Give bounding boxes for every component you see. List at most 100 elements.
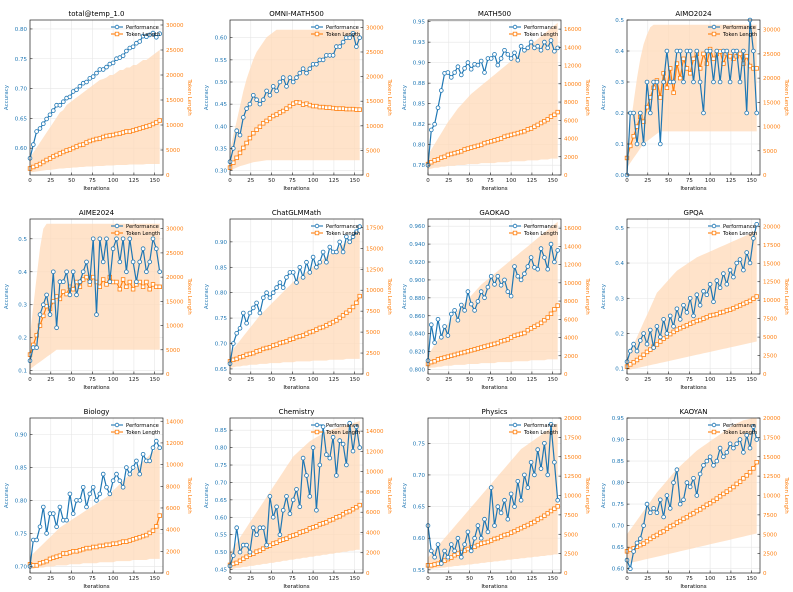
legend-token-label: Token Length — [523, 430, 558, 436]
performance-point — [542, 255, 547, 260]
performance-point — [280, 507, 286, 513]
performance-point — [465, 289, 471, 294]
token-length-point — [144, 279, 149, 285]
performance-point — [134, 279, 139, 285]
performance-point — [47, 312, 53, 317]
performance-point — [498, 510, 504, 516]
y2-tick-label: 10000 — [763, 298, 781, 304]
token-length-point — [542, 317, 547, 323]
x-axis-label: Iterations — [83, 385, 109, 391]
performance-point — [254, 532, 259, 537]
performance-point — [97, 491, 103, 497]
legend-performance-marker — [314, 422, 320, 428]
performance-point — [324, 452, 329, 457]
token-length-point — [714, 496, 719, 501]
y-tick-label: 0.85 — [215, 428, 228, 434]
token-length-point — [120, 277, 126, 282]
performance-point — [34, 129, 39, 134]
performance-point — [287, 511, 293, 517]
performance-point — [157, 31, 163, 37]
token-length-point — [711, 498, 716, 504]
performance-point — [512, 264, 517, 269]
performance-point — [64, 269, 69, 275]
performance-point — [488, 56, 494, 61]
y2-tick-label: 12000 — [564, 263, 582, 269]
y-tick-label: 0.80 — [612, 481, 625, 487]
performance-point — [472, 308, 477, 313]
legend-performance-label: Performance — [723, 25, 756, 31]
token-length-point — [542, 513, 547, 518]
performance-point — [64, 517, 69, 523]
token-length-point — [347, 308, 352, 313]
token-length-point — [71, 286, 76, 292]
token-length-point — [717, 494, 723, 499]
performance-point — [754, 222, 759, 227]
token-length-point — [267, 116, 273, 121]
performance-point — [90, 484, 96, 490]
performance-point — [631, 110, 636, 116]
legend-performance-marker — [114, 422, 120, 428]
performance-point — [270, 290, 276, 296]
performance-point — [264, 290, 269, 296]
y-tick-label: 0.860 — [409, 314, 425, 320]
token-length-point — [727, 54, 733, 59]
performance-point — [350, 448, 356, 454]
performance-point — [687, 295, 693, 301]
token-length-point — [144, 532, 149, 538]
y-tick-label: 0.820 — [409, 350, 425, 356]
legend-performance-label: Performance — [524, 25, 557, 31]
token-length-point — [664, 85, 670, 90]
performance-point — [724, 281, 730, 287]
performance-point — [472, 535, 477, 541]
subplot-total-temp-1-0: 0 25 50 75 100 125 150 0.60 0.65 0.70 0.75 0.80 0 500… — [4, 10, 192, 192]
y2-tick-label: 12000 — [564, 64, 582, 70]
performance-point — [307, 66, 313, 71]
x-tick-label: 25 — [247, 576, 254, 582]
x-tick-label: 0 — [426, 377, 430, 383]
token-length-point — [61, 289, 66, 294]
performance-point — [637, 338, 643, 343]
performance-point — [314, 507, 319, 513]
subplot-physics: 0 25 50 75 100 125 150 0.55 0.60 0.65 0.70 0.75 0 250… — [402, 408, 590, 590]
y2-tick-label: 4000 — [564, 336, 578, 342]
y2-tick-label: 6000 — [564, 118, 578, 124]
performance-point — [754, 437, 759, 442]
performance-point — [320, 424, 326, 430]
performance-point — [508, 491, 514, 497]
performance-point — [445, 554, 451, 560]
performance-point — [44, 116, 49, 122]
performance-point — [542, 39, 547, 45]
performance-point — [671, 480, 676, 485]
x-tick-label: 50 — [665, 178, 672, 184]
y-axis-label: Accuracy — [4, 84, 10, 110]
token-length-point — [641, 352, 646, 357]
y2-tick-label: 8000 — [564, 299, 578, 305]
performance-point — [677, 501, 683, 507]
performance-point — [127, 236, 133, 242]
y2-tick-label: 0 — [166, 372, 170, 378]
token-length-point — [538, 320, 544, 326]
token-length-point — [244, 140, 249, 146]
performance-point — [442, 548, 447, 554]
legend-token-label: Token Length — [325, 32, 360, 38]
axes-frame — [229, 417, 364, 574]
y2-tick-label: 2000 — [366, 551, 380, 557]
token-length-point — [747, 469, 753, 475]
performance-point — [522, 47, 527, 53]
token-length-point — [545, 511, 550, 516]
performance-point — [280, 285, 286, 290]
performance-point — [445, 333, 451, 338]
performance-point — [458, 72, 464, 78]
performance-point — [701, 288, 706, 294]
x-tick-label: 75 — [686, 178, 693, 184]
performance-point — [70, 511, 76, 516]
legend-performance-marker — [512, 24, 518, 30]
x-tick-label: 100 — [506, 178, 517, 184]
y2-tick-label: 14000 — [564, 45, 582, 51]
y-tick-label: 0.920 — [409, 260, 425, 266]
performance-point — [157, 269, 163, 275]
performance-point — [694, 493, 700, 498]
